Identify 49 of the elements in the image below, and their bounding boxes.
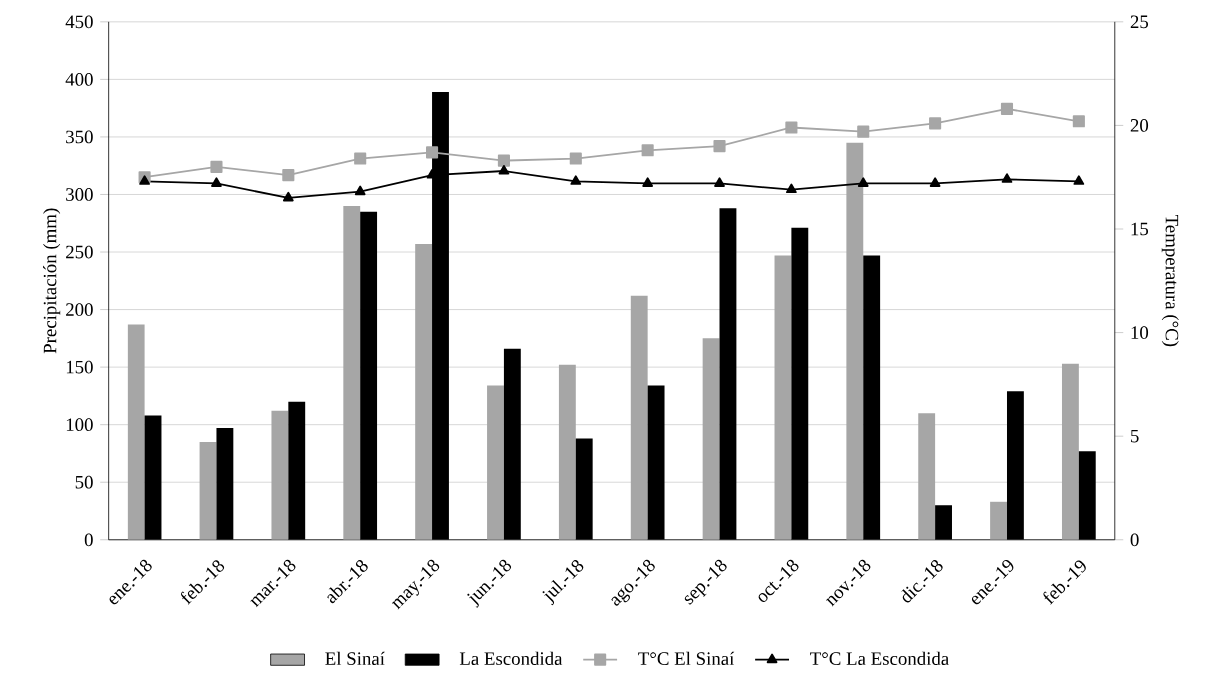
y2-tick-label: 0	[1130, 533, 1139, 547]
y-axis-title: Precipitación (mm)	[43, 208, 61, 354]
bar	[271, 411, 289, 540]
y2-tick-label: 5	[1131, 430, 1139, 443]
bar	[575, 438, 593, 540]
bar	[1078, 451, 1096, 540]
bar	[647, 385, 665, 540]
bar	[199, 442, 217, 540]
bar	[918, 413, 936, 540]
y2-tick-label: 10	[1131, 326, 1149, 340]
y-tick-label: 400	[65, 73, 93, 86]
bar	[1061, 363, 1079, 540]
bar	[791, 228, 809, 540]
bar	[288, 401, 306, 540]
bar	[503, 348, 521, 540]
y2-tick-label: 20	[1130, 119, 1149, 132]
legend-label: T°C El Sinaí	[638, 651, 735, 666]
bar	[990, 501, 1007, 540]
y-tick-label: 250	[66, 245, 93, 259]
bar	[863, 255, 881, 540]
bar	[415, 244, 433, 540]
y2-tick-label: 15	[1131, 222, 1149, 236]
legend-label: T°C La Escondida	[810, 651, 949, 666]
bar	[343, 206, 361, 540]
bar	[144, 415, 162, 540]
bar	[774, 255, 792, 540]
bar	[1006, 391, 1024, 540]
y-tick-label: 50	[75, 476, 93, 489]
y-tick-label: 100	[66, 418, 93, 432]
legend-label: La Escondida	[459, 651, 563, 666]
y-tick-label: 300	[66, 188, 93, 201]
bar	[719, 208, 737, 540]
y-tick-label: 350	[66, 130, 93, 144]
legend-label: El Sinaí	[325, 651, 385, 666]
bar	[487, 385, 504, 540]
bar	[558, 364, 576, 540]
y-tick-label: 150	[66, 360, 93, 374]
bar	[360, 211, 378, 540]
y-tick-label: 200	[66, 303, 93, 317]
bar	[630, 295, 648, 540]
bar	[702, 338, 720, 540]
bar	[216, 428, 234, 540]
y-tick-label: 0	[84, 533, 93, 547]
y2-tick-label: 25	[1130, 15, 1149, 29]
y-tick-label: 450	[65, 15, 93, 29]
bar	[846, 142, 864, 540]
bar	[127, 324, 145, 540]
bar	[935, 505, 952, 540]
y2-axis-title: Temperatura (°C)	[1161, 215, 1179, 347]
